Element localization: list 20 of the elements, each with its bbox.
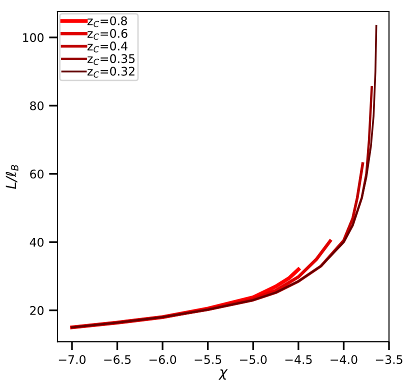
y-tick-label: 60 — [30, 170, 44, 179]
y-tick-label: 100 — [23, 33, 44, 42]
x-tick-label: −5.0 — [240, 355, 267, 364]
legend-label: z$_{C}$=0.6 — [88, 28, 128, 40]
legend-label: z$_{C}$=0.4 — [88, 42, 128, 52]
x-tick-label: −3.5 — [376, 355, 402, 364]
x-tick-label: −4.5 — [285, 355, 312, 364]
x-tick-label: −6.0 — [149, 355, 176, 364]
y-tick-label: 40 — [30, 238, 44, 247]
x-tick-label: −4.0 — [330, 355, 358, 364]
x-tick-label: −7.0 — [58, 355, 86, 364]
legend-label: z$_{C}$=0.32 — [88, 66, 134, 78]
y-tick-label: 80 — [30, 101, 44, 110]
y-tick-label: 20 — [30, 306, 44, 315]
x-tick-label: −6.5 — [104, 355, 131, 364]
legend-label: z$_{C}$=0.8 — [88, 16, 127, 28]
legend-label: z$_{C}$=0.35 — [88, 54, 135, 65]
y-axis-title: L/ℓ$_{B}$ — [6, 164, 18, 189]
x-tick-label: −5.5 — [194, 355, 222, 364]
x-axis-title: χ — [218, 369, 228, 380]
